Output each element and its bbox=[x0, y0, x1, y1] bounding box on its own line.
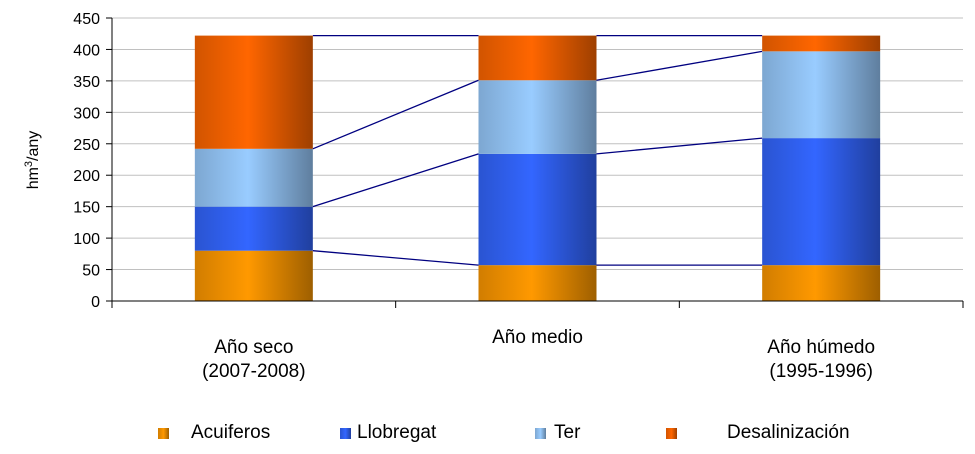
legend-swatch bbox=[158, 427, 169, 439]
bars bbox=[194, 35, 881, 301]
y-tick-label: 400 bbox=[73, 42, 100, 59]
bar-segment bbox=[478, 35, 597, 81]
y-tick-label: 50 bbox=[82, 263, 100, 280]
y-tick-label: 300 bbox=[73, 105, 100, 122]
series-connector-line bbox=[596, 50, 763, 81]
legend-item: Acuiferos bbox=[158, 422, 270, 444]
y-tick-label: 100 bbox=[73, 231, 100, 248]
legend-swatch bbox=[666, 427, 677, 439]
series-connector-line bbox=[312, 153, 479, 208]
axes: 0 50 100 150 200 250 300 350 400 450 Año seco (2007… bbox=[73, 11, 964, 382]
legend-item: Llobregat bbox=[340, 422, 436, 444]
y-tick-label: 250 bbox=[73, 137, 100, 154]
y-tick-label: 450 bbox=[73, 11, 100, 28]
series-connector-line bbox=[596, 137, 763, 155]
bar-segment bbox=[478, 265, 597, 301]
y-axis-label-base: hm bbox=[25, 167, 42, 189]
connector-lines bbox=[312, 34, 763, 266]
series-connector-line bbox=[312, 79, 479, 150]
x-tick-label: (2007-2008) bbox=[202, 361, 306, 382]
x-tick-label: Año húmedo bbox=[767, 337, 875, 358]
bar-segment bbox=[194, 148, 313, 207]
y-axis-label-rest: /any bbox=[25, 131, 42, 161]
bar-segment bbox=[762, 35, 881, 52]
legend-swatch bbox=[340, 427, 351, 439]
legend-label: Llobregat bbox=[357, 422, 437, 443]
stacked-bar-chart: 0 50 100 150 200 250 300 350 400 450 Año seco (2007… bbox=[23, 11, 964, 382]
x-tick-label: Año medio bbox=[492, 327, 583, 348]
bar-segment bbox=[478, 153, 597, 266]
bar-segment bbox=[194, 35, 313, 149]
legend-label: Acuiferos bbox=[191, 422, 271, 443]
bar-segment bbox=[762, 51, 881, 139]
bar-segment bbox=[194, 206, 313, 251]
legend-label: Ter bbox=[554, 422, 581, 443]
y-tick-label: 0 bbox=[91, 294, 100, 311]
y-tick-label: 200 bbox=[73, 168, 100, 185]
legend-item: Ter bbox=[535, 422, 580, 444]
legend-item: Desalinización bbox=[666, 422, 850, 444]
bar-segment bbox=[762, 265, 881, 301]
bar-segment bbox=[762, 138, 881, 266]
x-tick-label: (1995-1996) bbox=[769, 361, 873, 382]
legend-label: Desalinización bbox=[727, 422, 850, 443]
x-tick-label: Año seco bbox=[214, 337, 293, 358]
bar-segment bbox=[478, 80, 597, 154]
y-tick-label: 150 bbox=[73, 200, 100, 217]
y-tick-label: 350 bbox=[73, 74, 100, 91]
series-connector-line bbox=[312, 250, 479, 266]
bar-segment bbox=[194, 250, 313, 301]
y-axis-label: hm3/any bbox=[23, 131, 42, 190]
legend: Acuiferos Llobregat Ter Desalinización bbox=[0, 422, 975, 450]
legend-swatch bbox=[535, 427, 546, 439]
y-axis-label-sup: 3 bbox=[23, 161, 35, 167]
